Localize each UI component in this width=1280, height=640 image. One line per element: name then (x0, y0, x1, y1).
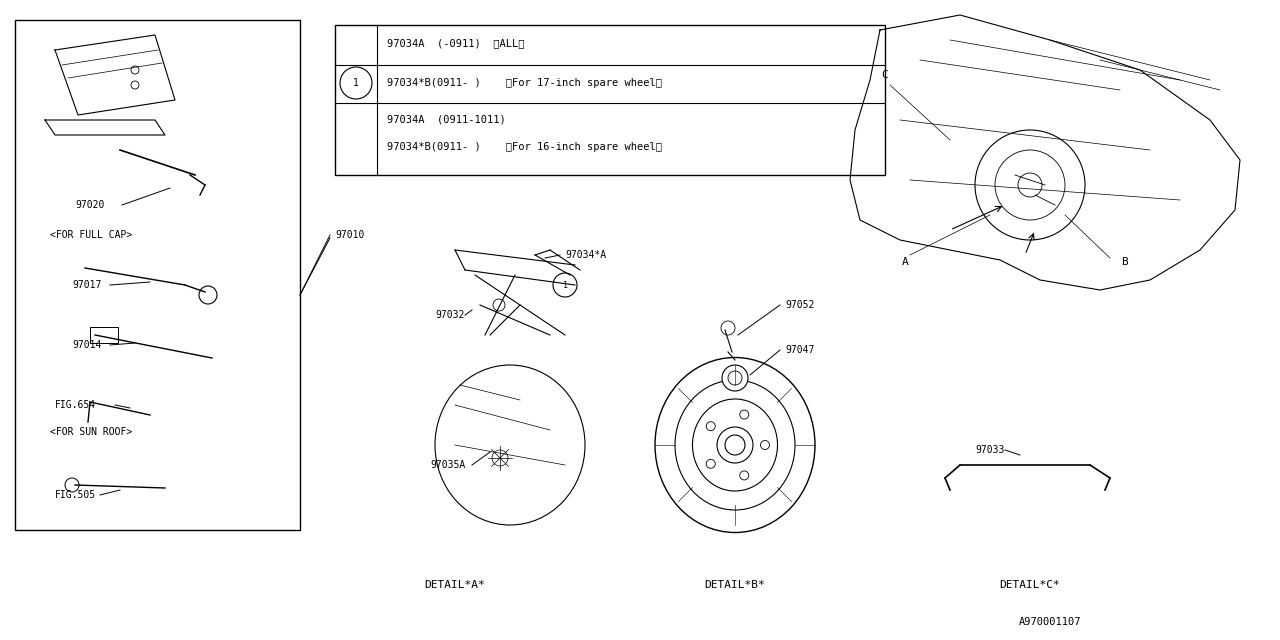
Text: 97035A: 97035A (430, 460, 465, 470)
Text: 1: 1 (562, 280, 567, 289)
Text: DETAIL*A*: DETAIL*A* (425, 580, 485, 590)
Text: 1: 1 (353, 78, 358, 88)
Text: 97017: 97017 (72, 280, 101, 290)
Circle shape (493, 299, 506, 311)
Bar (335, 25, 884, 175)
Circle shape (340, 67, 372, 99)
Circle shape (707, 460, 716, 468)
Text: 97047: 97047 (785, 345, 814, 355)
Text: 97020: 97020 (76, 200, 105, 210)
Circle shape (198, 286, 218, 304)
Text: DETAIL*C*: DETAIL*C* (1000, 580, 1060, 590)
Circle shape (724, 435, 745, 455)
Circle shape (728, 371, 742, 385)
Text: FIG.654: FIG.654 (55, 400, 96, 410)
Text: <FOR SUN ROOF>: <FOR SUN ROOF> (50, 427, 132, 437)
Text: 97032: 97032 (435, 310, 465, 320)
Circle shape (707, 422, 716, 431)
Text: 97010: 97010 (335, 230, 365, 240)
Circle shape (553, 273, 577, 297)
Text: 97034*A: 97034*A (564, 250, 607, 260)
Text: 97034*B(0911- )    〈For 17-inch spare wheel〉: 97034*B(0911- ) 〈For 17-inch spare wheel… (387, 78, 662, 88)
Circle shape (975, 130, 1085, 240)
Bar (15, 20, 300, 530)
Circle shape (131, 81, 140, 89)
Circle shape (740, 471, 749, 480)
Text: 97034*B(0911- )    〈For 16-inch spare wheel〉: 97034*B(0911- ) 〈For 16-inch spare wheel… (387, 142, 662, 152)
Text: FIG.505: FIG.505 (55, 490, 96, 500)
Text: 97014: 97014 (72, 340, 101, 350)
Circle shape (131, 66, 140, 74)
Circle shape (1018, 173, 1042, 197)
Text: C: C (882, 70, 888, 80)
Circle shape (65, 478, 79, 492)
Text: <FOR FULL CAP>: <FOR FULL CAP> (50, 230, 132, 240)
Text: 97034A  (-0911)  〈ALL〉: 97034A (-0911) 〈ALL〉 (387, 38, 525, 48)
Text: 97052: 97052 (785, 300, 814, 310)
Text: B: B (1121, 257, 1129, 267)
Text: DETAIL*B*: DETAIL*B* (704, 580, 765, 590)
Text: 97034A  (0911-1011): 97034A (0911-1011) (387, 115, 506, 125)
Circle shape (492, 450, 508, 466)
Text: 97033: 97033 (975, 445, 1005, 455)
Text: A970001107: A970001107 (1019, 617, 1082, 627)
Circle shape (721, 321, 735, 335)
Bar (90, 327, 118, 343)
Circle shape (722, 365, 748, 391)
Circle shape (995, 150, 1065, 220)
Text: A: A (901, 257, 909, 267)
Circle shape (717, 427, 753, 463)
Circle shape (740, 410, 749, 419)
Circle shape (760, 440, 769, 449)
